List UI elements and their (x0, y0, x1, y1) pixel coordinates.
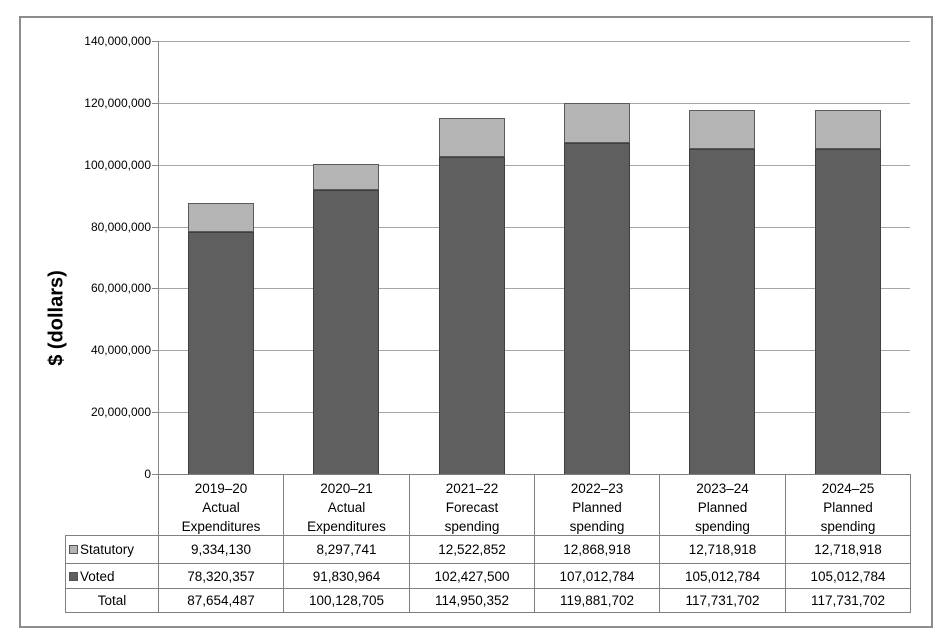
bar-segment-statutory (815, 110, 881, 149)
row-label: Voted (80, 568, 115, 584)
table-cell: 87,654,487 (158, 588, 284, 613)
table-cell: 12,718,918 (785, 535, 911, 564)
y-axis-tick (152, 474, 158, 475)
legend-swatch-voted (69, 571, 78, 581)
category-header-cell: 2024–25 Planned spending (785, 474, 911, 536)
table-cell: 91,830,964 (283, 563, 410, 589)
y-axis-tick (152, 227, 158, 228)
bar-segment-voted (564, 143, 630, 474)
table-cell: 105,012,784 (785, 563, 911, 589)
y-tick-label: 40,000,000 (90, 343, 151, 357)
y-axis-tick (152, 350, 158, 351)
table-cell: 9,334,130 (158, 535, 284, 564)
table-cell: 78,320,357 (158, 563, 284, 589)
gridline (158, 227, 910, 228)
gridline (158, 103, 910, 104)
table-cell: 12,718,918 (659, 535, 786, 564)
y-axis-tick (152, 288, 158, 289)
category-header-cell: 2020–21 Actual Expenditures (283, 474, 410, 536)
table-cell: 8,297,741 (283, 535, 410, 564)
table-cell: 12,522,852 (409, 535, 535, 564)
category-header-cell: 2019–20 Actual Expenditures (158, 474, 284, 536)
y-axis-line (158, 41, 159, 475)
row-label: Statutory (80, 542, 135, 557)
y-tick-label: 100,000,000 (84, 158, 151, 172)
row-label-cell-statutory: Statutory (65, 535, 159, 564)
gridline (158, 350, 910, 351)
bar-segment-voted (689, 149, 755, 474)
y-axis-tick (152, 412, 158, 413)
table-cell: 100,128,705 (283, 588, 410, 613)
y-tick-label: 20,000,000 (90, 405, 151, 419)
bar-segment-statutory (439, 118, 505, 157)
bar-segment-statutory (188, 203, 254, 232)
table-cell: 12,868,918 (534, 535, 660, 564)
gridline (158, 288, 910, 289)
chart-figure: $ (dollars) 0 20,000,000 40,000,000 60,000,… (19, 16, 933, 628)
category-header-cell: 2022–23 Planned spending (534, 474, 660, 536)
table-cell: 119,881,702 (534, 588, 660, 613)
bar-segment-statutory (564, 103, 630, 143)
y-tick-label: 80,000,000 (90, 220, 151, 234)
table-cell: 117,731,702 (659, 588, 786, 613)
category-header-cell: 2021–22 Forecast spending (409, 474, 535, 536)
y-tick-label: 120,000,000 (84, 96, 151, 110)
y-axis-tick (152, 165, 158, 166)
table-cell: 105,012,784 (659, 563, 786, 589)
legend-swatch-statutory (69, 545, 78, 554)
y-tick-label: 0 (144, 467, 151, 481)
table-cell: 102,427,500 (409, 563, 535, 589)
table-cell: 117,731,702 (785, 588, 911, 613)
y-tick-label: 140,000,000 (84, 34, 151, 48)
row-label-cell-total: Total (65, 588, 159, 613)
y-axis-tick (152, 103, 158, 104)
y-tick-label: 60,000,000 (90, 281, 151, 295)
table-cell: 114,950,352 (409, 588, 535, 613)
gridline (158, 165, 910, 166)
bar-segment-voted (439, 157, 505, 474)
row-label-cell-voted: Voted (65, 563, 159, 589)
bar-segment-voted (815, 149, 881, 474)
bar-segment-statutory (689, 110, 755, 149)
gridline (158, 412, 910, 413)
table-cell: 107,012,784 (534, 563, 660, 589)
bar-segment-voted (188, 232, 254, 474)
bar-segment-voted (313, 190, 379, 474)
y-axis-tick (152, 41, 158, 42)
category-header-cell: 2023–24 Planned spending (659, 474, 786, 536)
bar-segment-statutory (313, 164, 379, 190)
gridline (158, 41, 910, 42)
